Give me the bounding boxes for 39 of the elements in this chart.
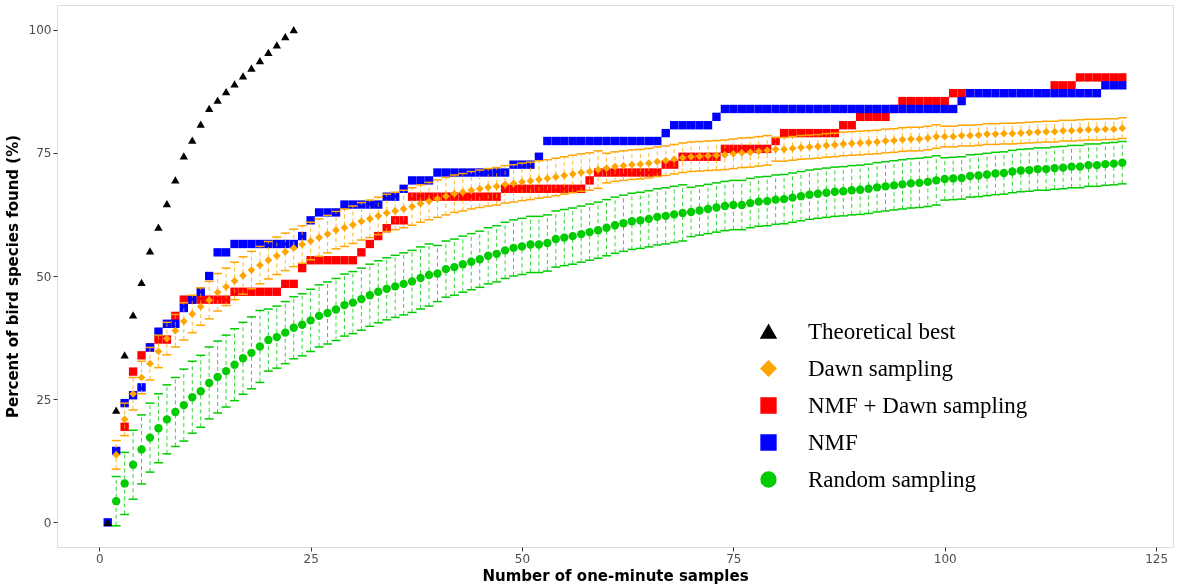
legend-label: NMF + Dawn sampling [808,392,1028,418]
legend-label: Random sampling [808,466,977,492]
x-tick-label: 50 [514,551,531,566]
legend-label: Dawn sampling [808,355,954,381]
point [221,88,231,96]
x-tick-label: 0 [95,551,104,566]
point [281,32,290,41]
point [247,64,256,72]
y-tick-label: 0 [43,515,52,530]
y-axis-title: Percent of bird species found (%) [3,134,22,419]
y-tick-label: 25 [36,392,52,407]
point [196,120,205,128]
y-tick-label: 50 [36,269,52,284]
y-tick-label: 100 [28,23,52,38]
legend-label: Theoretical best [808,318,957,344]
x-tick-label: 100 [933,551,957,566]
point [137,278,146,287]
point [213,96,222,104]
point [230,80,239,88]
x-axis-title: Number of one-minute samples [482,566,749,585]
point [162,199,172,208]
point [120,351,129,359]
point [154,223,163,231]
point [179,152,188,160]
point [289,26,298,34]
point [255,57,265,65]
legend-label: NMF [808,429,858,455]
y-tick-label: 75 [36,146,52,161]
point [112,406,121,414]
x-tick-label: 125 [1145,551,1169,566]
x-tick-label: 75 [726,551,742,566]
point [188,136,197,144]
point [171,176,180,184]
x-tick-label: 25 [303,551,319,566]
point [272,41,281,49]
point [238,72,248,80]
point [128,311,138,319]
point [205,104,214,113]
point [264,48,273,56]
